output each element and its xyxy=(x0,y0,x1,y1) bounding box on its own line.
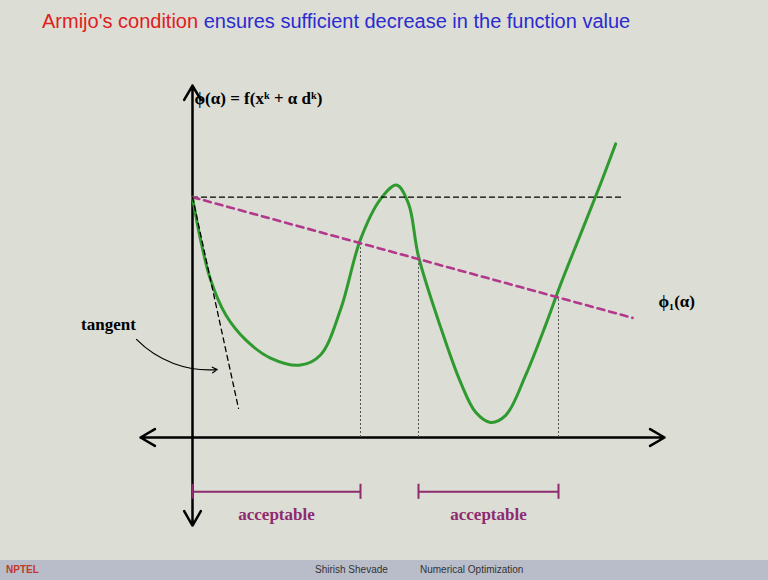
svg-text:tangent: tangent xyxy=(81,315,136,334)
svg-text:ϕ(α) = f(xᵏ + α dᵏ): ϕ(α) = f(xᵏ + α dᵏ) xyxy=(195,89,323,108)
html-text:Armijo's condition ensures suf: Armijo's condition ensures sufficient de… xyxy=(42,10,631,32)
html-text:NPTEL: NPTEL xyxy=(6,564,39,575)
html-text:Numerical Optimization: Numerical Optimization xyxy=(420,564,524,575)
svg-text:acceptable: acceptable xyxy=(450,505,527,524)
svg-text:acceptable: acceptable xyxy=(238,505,315,524)
html-text:Shirish Shevade: Shirish Shevade xyxy=(315,564,388,575)
svg-text:ϕ₁(α): ϕ₁(α) xyxy=(659,292,696,311)
